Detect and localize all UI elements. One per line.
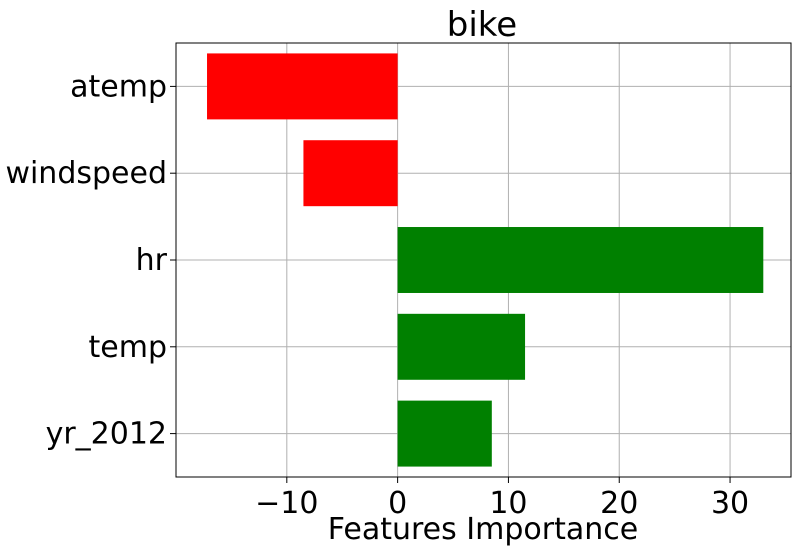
bar-temp <box>397 313 526 380</box>
y-tick-label: yr_2012 <box>46 417 167 452</box>
y-tick-label: atemp <box>70 69 167 104</box>
y-tick-label: windspeed <box>5 156 167 191</box>
bar-yr-2012 <box>397 400 492 467</box>
bar-windspeed <box>303 140 398 207</box>
y-tick-label: hr <box>136 243 168 278</box>
x-tick-label: 0 <box>388 486 407 521</box>
bar-hr <box>397 227 764 293</box>
x-tick-label: −10 <box>255 486 318 521</box>
x-axis-ticks: −10 0 10 20 30 <box>255 477 749 521</box>
x-tick-label: 30 <box>711 486 749 521</box>
bars <box>207 53 764 467</box>
bar-atemp <box>207 53 398 120</box>
x-tick-label: 20 <box>600 486 638 521</box>
chart-title: bike <box>447 5 517 45</box>
x-axis-label: Features Importance <box>328 512 638 547</box>
y-tick-label: temp <box>89 330 168 365</box>
x-tick-label: 10 <box>489 486 527 521</box>
y-axis-ticks: atemp windspeed hr temp yr_2012 <box>5 69 176 452</box>
